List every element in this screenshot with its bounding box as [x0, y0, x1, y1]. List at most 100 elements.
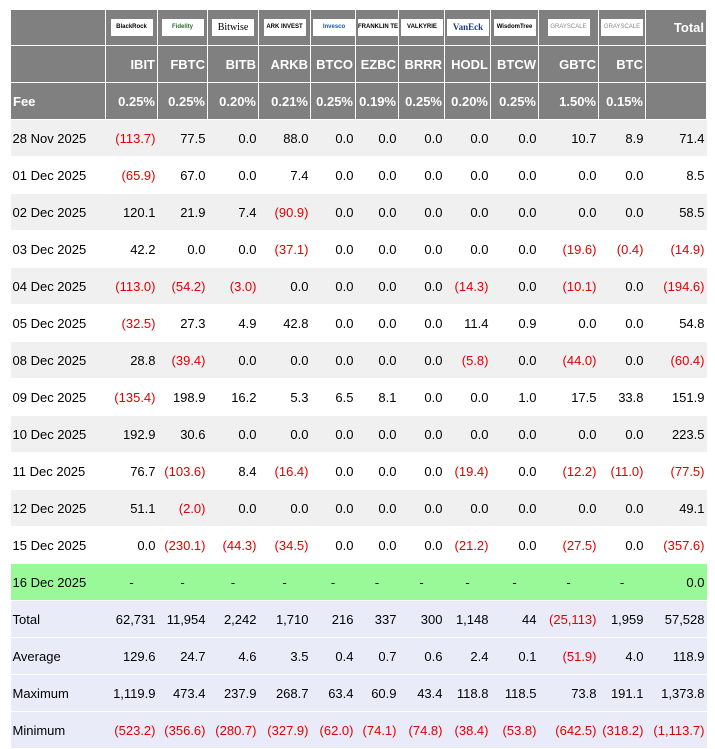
- flow-cell: (135.4): [105, 378, 158, 416]
- flow-cell: 0.0: [355, 119, 399, 157]
- issuer-logo: GRAYSCALE: [547, 19, 590, 37]
- flow-cell: 0.0: [598, 341, 646, 379]
- flow-cell: 0.0: [310, 304, 356, 342]
- flow-cell: 0.0: [398, 230, 445, 268]
- flow-cell: -: [157, 563, 208, 601]
- flow-cell: (2.0): [157, 489, 208, 527]
- table-row: 03 Dec 2025 42.2 0.0 0.0 (37.1) 0.0 0.0 0.0 0.0 0…: [10, 230, 707, 268]
- ticker-header: FBTC: [157, 45, 208, 83]
- summary-cell: 60.9: [355, 674, 399, 712]
- ticker-header: BTCO: [310, 45, 356, 83]
- table-row: 09 Dec 2025 (135.4) 198.9 16.2 5.3 6.5 8.1 0.0 0…: [10, 378, 707, 416]
- table-row: 12 Dec 2025 51.1 (2.0) 0.0 0.0 0.0 0.0 0.0 0.0 0.…: [10, 489, 707, 527]
- flow-cell: 16.2: [207, 378, 259, 416]
- issuer-logo: GRAYSCALE: [601, 19, 643, 37]
- flow-cell: 0.0: [258, 267, 311, 305]
- flow-cell: 8.9: [598, 119, 646, 157]
- flow-cell: 27.3: [157, 304, 208, 342]
- fee-value: 0.25%: [398, 82, 445, 120]
- flow-cell: -: [598, 563, 646, 601]
- etf-flow-table-container: BlackRock Fidelity Bitwise ARK INVEST Invesc…: [10, 9, 707, 749]
- flow-cell: 0.0: [444, 378, 491, 416]
- flow-cell: 0.0: [598, 156, 646, 194]
- date-cell: 09 Dec 2025: [10, 378, 106, 416]
- flow-cell: 0.0: [398, 119, 445, 157]
- flow-cell: (37.1): [258, 230, 311, 268]
- flow-cell: 0.0: [490, 156, 539, 194]
- date-cell: 28 Nov 2025: [10, 119, 106, 157]
- flow-cell: 0.0: [538, 415, 599, 453]
- flow-cell: (230.1): [157, 526, 208, 564]
- flow-cell: -: [310, 563, 356, 601]
- summary-cell: 337: [355, 600, 399, 638]
- flow-cell: -: [490, 563, 539, 601]
- flow-cell: (10.1): [538, 267, 599, 305]
- issuer-logo-cell: GRAYSCALE: [538, 9, 599, 46]
- flow-cell: 88.0: [258, 119, 311, 157]
- flow-cell: (90.9): [258, 193, 311, 231]
- flow-cell: (34.5): [258, 526, 311, 564]
- flow-cell: 0.9: [490, 304, 539, 342]
- flow-cell: (39.4): [157, 341, 208, 379]
- flow-cell: 0.0: [207, 230, 259, 268]
- flow-cell: 4.9: [207, 304, 259, 342]
- flow-cell: 0.0: [490, 415, 539, 453]
- flow-cell: 6.5: [310, 378, 356, 416]
- flow-cell: 0.0: [444, 119, 491, 157]
- issuer-logo-cell: GRAYSCALE: [598, 9, 646, 46]
- flow-cell: 0.0: [310, 156, 356, 194]
- flow-cell: 0.0: [310, 415, 356, 453]
- flow-cell: 0.0: [355, 452, 399, 490]
- table-row: 01 Dec 2025 (65.9) 67.0 0.0 7.4 0.0 0.0 0.0 0.0 0…: [10, 156, 707, 194]
- summary-label: Maximum: [10, 674, 106, 712]
- flow-cell: 0.0: [310, 119, 356, 157]
- flow-cell: 0.0: [398, 489, 445, 527]
- fee-value: 1.50%: [538, 82, 599, 120]
- flow-cell: 0.0: [258, 341, 311, 379]
- flow-cell: 0.0: [444, 230, 491, 268]
- flow-cell: 192.9: [105, 415, 158, 453]
- flow-cell: -: [398, 563, 445, 601]
- summary-cell: 2,242: [207, 600, 259, 638]
- date-cell: 11 Dec 2025: [10, 452, 106, 490]
- ticker-header: BRRR: [398, 45, 445, 83]
- flow-cell: 67.0: [157, 156, 208, 194]
- flow-cell: (27.5): [538, 526, 599, 564]
- flow-cell: 0.0: [207, 341, 259, 379]
- summary-cell: 2.4: [444, 637, 491, 675]
- summary-cell: 1,119.9: [105, 674, 158, 712]
- date-cell: 15 Dec 2025: [10, 526, 106, 564]
- summary-cell: 3.5: [258, 637, 311, 675]
- flow-cell: 77.5: [157, 119, 208, 157]
- issuer-logo-cell: VALKYRIE: [398, 9, 445, 46]
- flow-cell: 0.0: [310, 267, 356, 305]
- row-total-cell: 223.5: [645, 415, 707, 453]
- flow-cell: 0.0: [355, 489, 399, 527]
- summary-cell: 118.5: [490, 674, 539, 712]
- date-cell: 02 Dec 2025: [10, 193, 106, 231]
- flow-cell: 0.0: [444, 415, 491, 453]
- flow-cell: 0.0: [398, 378, 445, 416]
- ticker-row: IBIT FBTC BITB ARKB BTCO EZBC BRRR HODL BTCW GBTC…: [10, 45, 707, 83]
- issuer-logo-cell: WisdomTree: [490, 9, 539, 46]
- issuer-logo: Invesco: [313, 19, 355, 37]
- flow-cell: 0.0: [310, 489, 356, 527]
- flow-cell: 0.0: [207, 156, 259, 194]
- ticker-header: EZBC: [355, 45, 399, 83]
- summary-label: Average: [10, 637, 106, 675]
- fee-value: 0.15%: [598, 82, 646, 120]
- issuer-logo-cell: VanEck: [444, 9, 491, 46]
- row-total-cell: (194.6): [645, 267, 707, 305]
- summary-cell: 216: [310, 600, 356, 638]
- summary-row: Total 62,731 11,954 2,242 1,710 216 337 300 1,14…: [10, 600, 707, 638]
- flow-cell: 0.0: [310, 452, 356, 490]
- flow-cell: 0.0: [398, 193, 445, 231]
- flow-cell: 0.0: [490, 119, 539, 157]
- flow-cell: 0.0: [538, 193, 599, 231]
- flow-cell: (14.3): [444, 267, 491, 305]
- ticker-header: IBIT: [105, 45, 158, 83]
- flow-cell: -: [538, 563, 599, 601]
- flow-cell: 76.7: [105, 452, 158, 490]
- flow-cell: 11.4: [444, 304, 491, 342]
- flow-cell: 0.0: [355, 230, 399, 268]
